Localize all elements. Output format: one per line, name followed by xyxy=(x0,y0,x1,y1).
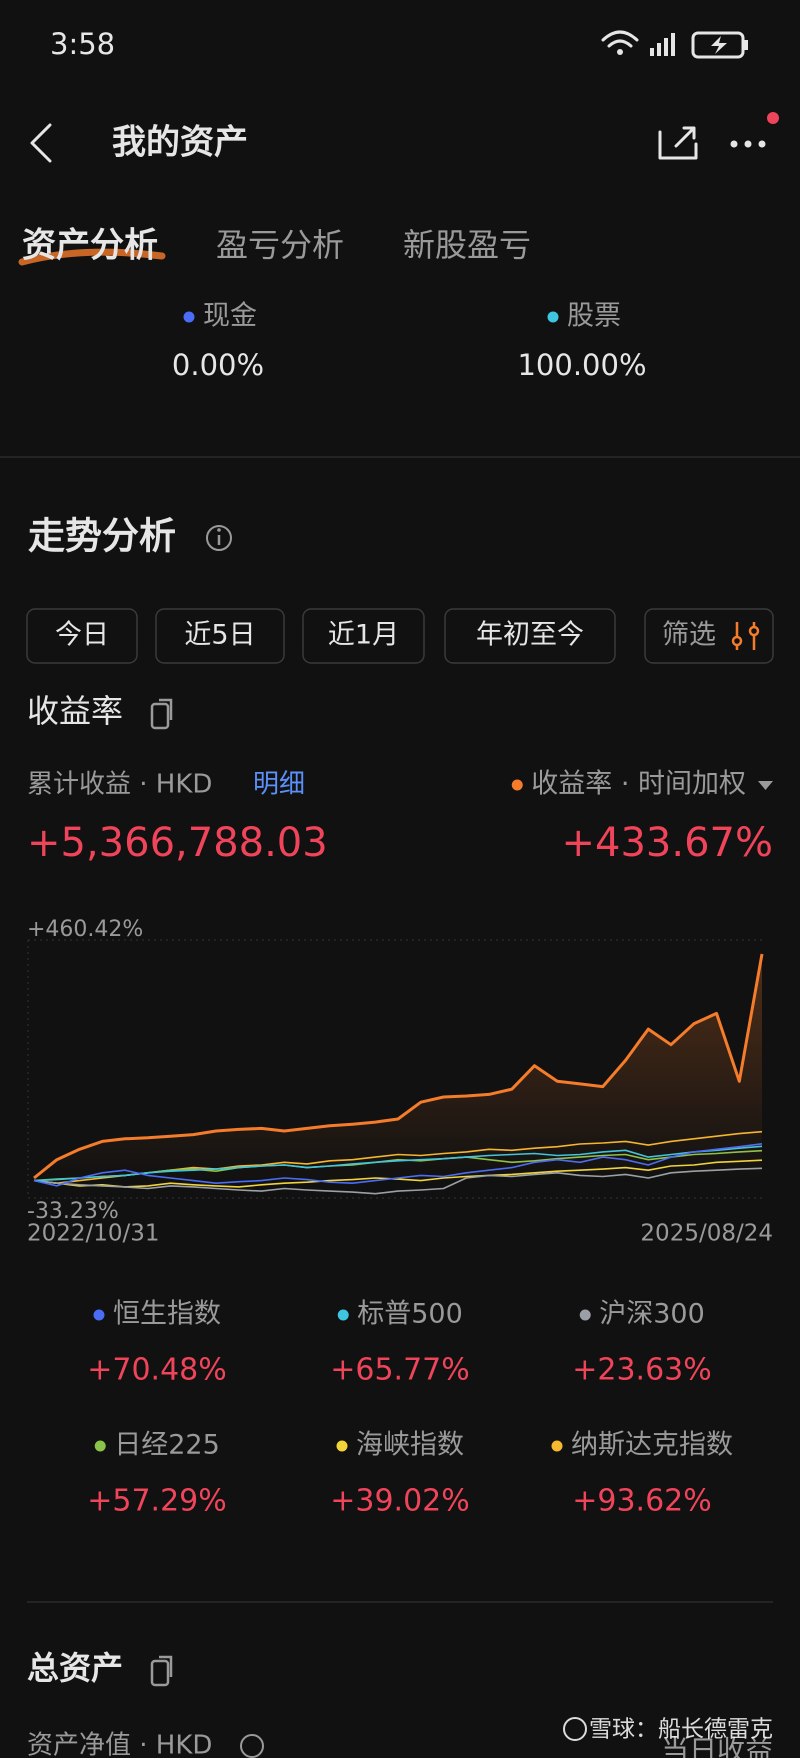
copy-icon[interactable] xyxy=(150,1655,173,1687)
dropdown-arrow[interactable] xyxy=(758,781,773,790)
tab-indicator xyxy=(18,248,166,266)
y-tick-label: +460.42% xyxy=(27,917,143,942)
allocation-name: 现金 xyxy=(203,301,257,332)
period-label: 近5日 xyxy=(184,620,255,651)
period-button[interactable] xyxy=(302,608,425,664)
period-buttons: 今日 近5日 近1月 年初至今 xyxy=(26,608,616,664)
period-button[interactable] xyxy=(444,608,616,664)
legend-value: +23.63% xyxy=(572,1353,712,1388)
period-label: 今日 xyxy=(55,620,109,651)
y-tick-label: -33.23% xyxy=(27,1199,119,1224)
cumulative-value: +5,366,788.03 xyxy=(27,820,328,866)
legend-name: 恒生指数 xyxy=(113,1299,221,1330)
legend-value: +93.62% xyxy=(572,1484,712,1519)
status-icons xyxy=(601,30,748,59)
legend-dot xyxy=(579,1309,591,1321)
period-button[interactable] xyxy=(26,608,138,664)
legend-dot xyxy=(93,1309,105,1321)
period-button[interactable] xyxy=(155,608,285,664)
rate-label[interactable]: 收益率 · 时间加权 xyxy=(531,769,746,800)
legend-name: 沪深300 xyxy=(599,1299,705,1330)
info-icon[interactable] xyxy=(206,525,232,551)
chart: +460.42% -33.23%2022/10/31 2025/08/24 xyxy=(27,917,773,1247)
page-title: 我的资产 xyxy=(112,123,248,163)
watermark: 雪球：船长德雷克 xyxy=(589,1717,773,1743)
legend-dot xyxy=(336,1440,348,1452)
section-title: 走势分析 xyxy=(28,515,176,558)
area xyxy=(34,954,762,1181)
rate-value: +433.67% xyxy=(562,820,773,866)
info-icon[interactable] xyxy=(240,1734,264,1758)
legend-value: +70.48% xyxy=(87,1353,227,1388)
legend-name: 日经225 xyxy=(114,1430,220,1461)
legend-dot xyxy=(337,1309,349,1321)
series-line xyxy=(33,953,764,1180)
legend-name: 纳斯达克指数 xyxy=(571,1430,733,1461)
legend-name: 标普500 xyxy=(357,1299,463,1330)
legend-value: +57.29% xyxy=(87,1484,227,1519)
x-tick-label: 2022/10/31 xyxy=(27,1221,160,1247)
legend-dot xyxy=(511,779,523,791)
tab[interactable]: 资产分析 xyxy=(22,226,158,266)
filter-button[interactable]: 筛选 xyxy=(644,608,774,664)
legend-value: +39.02% xyxy=(330,1484,470,1519)
detail-link[interactable]: 明细 xyxy=(253,770,305,800)
back-button[interactable] xyxy=(30,123,52,163)
tab[interactable]: 新股盈亏 xyxy=(403,226,531,264)
period-label: 年初至今 xyxy=(476,620,584,651)
section-title: 总资产 xyxy=(27,1649,123,1687)
more-button[interactable] xyxy=(730,112,780,148)
allocation-value: 100.00% xyxy=(517,348,646,382)
allocation: 现金 0.00% 股票 100.00% xyxy=(172,301,647,383)
today-label: 当日收益 xyxy=(661,1734,773,1758)
legend-dot xyxy=(94,1440,106,1452)
share-button[interactable] xyxy=(658,126,698,160)
allocation-value: 0.00% xyxy=(172,348,264,382)
legend-dot xyxy=(551,1440,563,1452)
cumulative-label: 累计收益 · HKD xyxy=(27,770,212,800)
legend-value: +65.77% xyxy=(330,1353,470,1388)
legend-dot xyxy=(183,311,195,323)
copy-icon[interactable] xyxy=(150,698,173,730)
net-label: 资产净值 · HKD xyxy=(27,1731,212,1758)
tab[interactable]: 盈亏分析 xyxy=(216,226,344,264)
legend-name: 海峡指数 xyxy=(356,1430,464,1461)
allocation-name: 股票 xyxy=(567,301,621,332)
benchmark-legend: 恒生指数 +70.48% 标普500 +65.77% 沪深300 +23.63% 日经225… xyxy=(87,1299,733,1519)
status-time: 3:58 xyxy=(50,27,115,61)
metric-title: 收益率 xyxy=(27,692,123,730)
period-label: 近1月 xyxy=(328,620,399,651)
filter-label: 筛选 xyxy=(662,620,716,651)
watermark-logo xyxy=(563,1717,587,1741)
legend-dot xyxy=(547,311,559,323)
x-tick-label: 2025/08/24 xyxy=(640,1221,773,1247)
